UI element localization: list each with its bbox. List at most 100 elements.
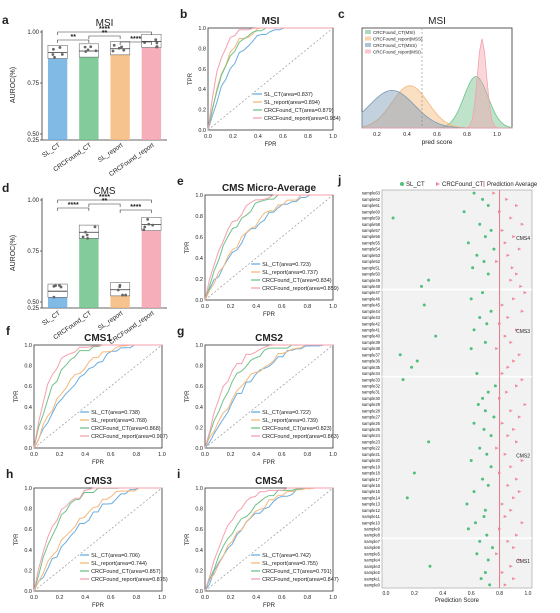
sl-ct-point-57 [491, 546, 494, 550]
point-a-1-2 [84, 50, 88, 53]
crcfound-ct-point-56 [506, 539, 510, 543]
xtick-i-4: 0.8 [304, 595, 312, 601]
sig-label-a-0: ** [71, 34, 77, 41]
sl-ct-point-1 [481, 197, 485, 201]
sample-label-4: sample59 [362, 216, 381, 221]
legend-entry-i-3: CRCFound_report(area=0.847) [262, 577, 339, 583]
xtick-j-3: 0.6 [468, 591, 475, 597]
xtick-g-1: 0.2 [227, 452, 235, 458]
sample-label-39: sample24 [362, 433, 381, 438]
xtick-b-1: 0.2 [229, 134, 237, 140]
sample-label-56: sample7 [364, 539, 380, 544]
panel-label-j: j [337, 173, 341, 187]
crcfound-ct-point-9 [517, 247, 522, 251]
ytick-h-2: 0.4 [24, 548, 32, 554]
sl-ct-point-24 [483, 340, 487, 344]
panel-label-f: f [6, 324, 11, 338]
sig-bracket-a-0 [57, 39, 90, 43]
legend-entry-e-0: SL_CT(area=0.723) [262, 262, 311, 268]
point-d-1-4 [85, 233, 89, 237]
crcfound-ct-point-43 [520, 458, 525, 463]
sample-label-6: sample57 [362, 228, 381, 233]
sig-bracket-a-2 [88, 35, 121, 39]
sl-ct-point-16 [481, 291, 485, 295]
panel-i: i CMS4 0.0 0.2 0.4 0.6 0.8 1.0 0.0 0.2 0.4 0.6 0.8 1.… [177, 467, 339, 609]
sig-bracket-a-3 [119, 41, 152, 45]
point-d-2-0 [124, 293, 128, 297]
crcfound-ct-point-60 [509, 564, 513, 568]
sample-label-14: sample49 [362, 278, 381, 283]
diagonal-h [33, 487, 163, 592]
point-d-0-4 [52, 295, 56, 299]
crcfound-ct-point-61 [500, 570, 505, 575]
xtick-g-2: 0.4 [252, 452, 260, 458]
sl-ct-point-21 [485, 322, 489, 326]
point-a-2-4 [122, 48, 126, 52]
ytick-e-2: 0.4 [195, 256, 203, 262]
ytick-b-0: 0.0 [198, 128, 206, 134]
sl-ct-point-53 [473, 521, 477, 525]
point-a-0-3 [51, 53, 55, 56]
xtick-i-2: 0.4 [252, 595, 260, 601]
crcfound-ct-point-11 [495, 259, 499, 264]
xtick-h-4: 0.8 [133, 595, 141, 601]
crcfound-ct-point-32 [505, 390, 509, 394]
crcfound-ct-point-16 [523, 291, 527, 295]
ytick-g-0: 0.0 [195, 446, 203, 452]
sl-ct-point-28 [410, 365, 414, 369]
legend-entry-j-1: CRCFound_CT [442, 182, 484, 188]
box-d-0 [47, 283, 68, 298]
xlabel-c: pred score [422, 139, 453, 146]
legend-entry-g-0: SL_CT(area=0.722) [262, 410, 311, 416]
density-c-3 [362, 38, 512, 129]
xtick-i-0: 0.0 [201, 595, 209, 601]
crcfound-ct-point-8 [503, 241, 508, 245]
sample-label-21: sample42 [362, 321, 381, 326]
panel-c: c MSI 0.2 0.4 0.6 0.8 1.0 pred score CRCFound_CT… [338, 7, 513, 146]
sl-ct-point-49 [405, 496, 409, 500]
sample-label-12: sample51 [362, 265, 381, 270]
group-label-2: CMS2 [516, 453, 530, 459]
xtick-e-3: 0.6 [278, 304, 286, 310]
crcfound-ct-point-14 [509, 278, 513, 282]
sl-ct-point-23 [434, 334, 438, 338]
crcfound-ct-point-20 [506, 315, 510, 320]
crcfound-ct-point-1 [505, 197, 509, 201]
point-a-3-1 [143, 41, 146, 44]
panel-title-c: MSI [428, 16, 446, 27]
point-d-2-4 [121, 293, 124, 297]
xtick-j-4: 0.8 [496, 591, 503, 597]
ytick-d-2: 0.50 [27, 300, 39, 306]
xtick-h-3: 0.6 [107, 595, 115, 601]
legend-swatch-c-1 [365, 36, 371, 41]
crcfound-ct-point-29 [500, 371, 505, 376]
sl-ct-point-14 [427, 278, 431, 282]
sl-ct-point-7 [483, 235, 487, 239]
sl-ct-point-50 [465, 502, 469, 506]
sample-label-49: sample14 [362, 495, 381, 500]
ytick-b-5: 1.0 [198, 26, 206, 32]
sample-label-44: sample19 [362, 464, 381, 469]
legend-entry-h-1: SL_report(area=0.744) [91, 561, 147, 567]
point-a-1-4 [83, 45, 87, 49]
sample-label-45: sample18 [362, 471, 381, 476]
legend-entry-c-3: CRCFound_report(MSI) [373, 50, 421, 55]
point-d-2-2 [116, 288, 120, 292]
ytick-h-0: 0.0 [24, 589, 32, 595]
sig-label-d-2: ** [102, 198, 108, 205]
sl-ct-point-59 [486, 558, 490, 562]
xlabel-b: FPR [265, 142, 278, 148]
sig-label-d-3: **** [130, 204, 141, 211]
crcfound-ct-point-3 [498, 210, 502, 214]
sl-ct-point-0 [472, 191, 476, 195]
sample-label-17: sample46 [362, 296, 381, 301]
panel-title-g: CMS2 [255, 333, 283, 344]
ytick-g-2: 0.4 [195, 405, 203, 411]
sl-ct-point-12 [471, 266, 475, 270]
legend-entry-h-3: CRCFound_report(area=0.875) [91, 577, 168, 583]
point-a-0-4 [60, 52, 64, 56]
xtick-b-2: 0.4 [254, 134, 262, 140]
crcfound-ct-point-26 [517, 353, 522, 357]
crcfound-ct-point-46 [515, 477, 519, 481]
sample-label-19: sample44 [362, 309, 381, 314]
